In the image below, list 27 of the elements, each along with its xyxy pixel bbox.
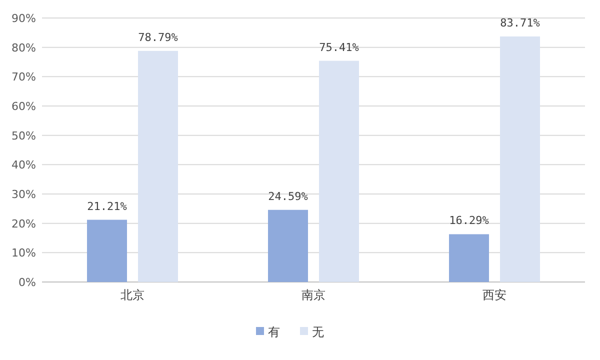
bar (319, 60, 359, 282)
x-tick-label: 西安 (482, 288, 506, 302)
data-label: 83.71% (500, 16, 540, 30)
x-tick-label: 北京 (120, 288, 144, 302)
bar (87, 220, 127, 282)
y-tick-label: 70% (12, 70, 36, 84)
data-label: 16.29% (449, 214, 490, 228)
y-tick-label: 40% (12, 158, 36, 172)
legend-label: 有 (268, 325, 280, 339)
x-tick-label: 南京 (302, 288, 326, 302)
data-label: 21.21% (87, 200, 128, 213)
y-tick-label: 0% (18, 276, 36, 289)
y-tick-label: 10% (12, 246, 36, 260)
legend-label: 无 (312, 325, 324, 339)
data-label: 24.59% (268, 190, 308, 203)
y-tick-label: 30% (12, 188, 36, 201)
y-tick-label: 60% (12, 100, 36, 113)
data-label: 75.41% (319, 40, 360, 54)
y-tick-label: 20% (12, 217, 36, 230)
bar (268, 210, 308, 282)
data-label: 78.79% (138, 30, 178, 44)
bar (500, 36, 540, 282)
y-tick-label: 80% (12, 41, 36, 54)
bar (449, 234, 489, 282)
y-tick-label: 90% (12, 12, 36, 25)
bar (138, 50, 178, 282)
y-tick-label: 50% (12, 129, 36, 142)
